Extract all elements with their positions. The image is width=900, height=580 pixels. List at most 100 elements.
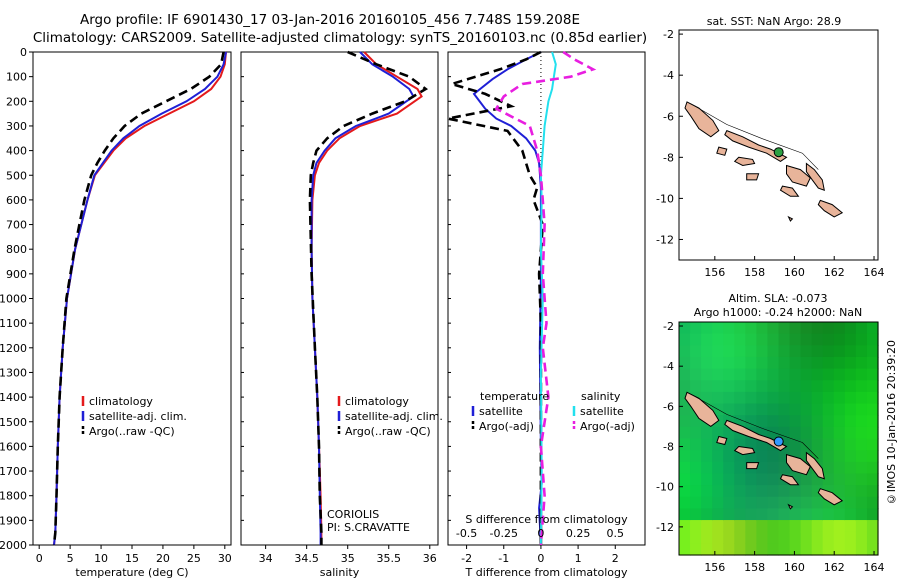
sla-cell (822, 380, 835, 393)
sla-cell (712, 391, 724, 405)
temperature-axis-tick-label: 0 (36, 552, 43, 565)
sla-cell (822, 520, 835, 533)
sla-cell (756, 438, 769, 451)
sla-cell (701, 380, 713, 393)
sla-cell (811, 520, 824, 533)
salinity-axis-tick-label: 35.5 (377, 552, 402, 565)
sla-cell (844, 415, 857, 428)
sla-cell (723, 485, 735, 498)
sla-cell (844, 426, 857, 440)
sla-cell (844, 356, 857, 370)
sla-cell (789, 322, 802, 335)
sla-cell (712, 380, 724, 393)
sla-cell (778, 380, 791, 393)
sla-cell (811, 380, 824, 393)
sla-cell (745, 391, 757, 405)
sla-cell (679, 345, 691, 358)
sla-cell (712, 461, 724, 475)
sla-cell (690, 531, 702, 544)
sla-cell (723, 391, 735, 405)
sla-cell (734, 333, 746, 346)
sla-cell (822, 438, 835, 451)
sla-cell (833, 473, 846, 486)
sla-cell (822, 531, 835, 544)
sla-cell (712, 520, 724, 533)
sla-cell (855, 508, 868, 521)
sla-cell (745, 485, 757, 498)
sla-cell (789, 438, 802, 451)
sla-cell (767, 473, 780, 486)
sla-cell (778, 520, 791, 533)
temperature-diff-legend-label: Argo(-adj) (479, 420, 534, 433)
sla-cell (701, 438, 713, 451)
sst_map-lat-tick-label: -4 (663, 69, 674, 82)
sla-cell (712, 473, 724, 486)
sst_map-lon-tick-label: 164 (864, 266, 885, 279)
sla-cell (690, 473, 702, 486)
sla-cell (800, 368, 813, 381)
sla-cell (712, 543, 724, 556)
sdiff-tick-label: 0 (537, 527, 544, 540)
sla-cell (789, 403, 802, 416)
sla-cell (855, 531, 868, 544)
sla-cell (723, 426, 735, 440)
sla_map-lon-tick-label: 158 (744, 561, 765, 574)
salinity-diff-legend-title: salinity (581, 390, 621, 403)
sla-cell (822, 403, 835, 416)
sla-cell (756, 520, 769, 533)
sla_map-island (786, 453, 811, 476)
sla-cell (844, 508, 857, 521)
sla_map-lon-tick-label: 156 (704, 561, 725, 574)
sla-cell (723, 403, 735, 416)
sla-cell (767, 368, 780, 381)
sla_map-island (779, 474, 800, 486)
sla-cell (822, 391, 835, 405)
sst_map-island (716, 146, 728, 156)
sla-cell (800, 391, 813, 405)
sla_map-island (746, 462, 760, 470)
sla-cell (701, 322, 713, 335)
sla-cell (756, 496, 769, 509)
sla-cell (811, 345, 824, 358)
sst_map-reef-contour (690, 103, 819, 170)
depth-tick-label: 500 (6, 169, 27, 182)
sla-cell (778, 391, 791, 405)
sla-cell (822, 426, 835, 440)
sla-cell (866, 496, 879, 509)
tdiff-axis-tick-label: 0 (537, 552, 544, 565)
sla-cell (701, 426, 713, 440)
sla-cell (778, 345, 791, 358)
sla-cell (811, 508, 824, 521)
sla-cell (712, 333, 724, 346)
sla-cell (844, 438, 857, 451)
sla-cell (855, 403, 868, 416)
sla-cell (855, 391, 868, 405)
sla-cell (723, 356, 735, 370)
sla-cell (822, 322, 835, 335)
differences-series-3 (494, 50, 597, 546)
sla-cell (767, 508, 780, 521)
sla-cell (756, 485, 769, 498)
temperature-axis-tick-label: 25 (187, 552, 201, 565)
sla-cell (734, 508, 746, 521)
sla-cell (679, 485, 691, 498)
sla-cell (778, 426, 791, 440)
sla-cell (855, 426, 868, 440)
sst_map-island (733, 156, 756, 167)
sla-cell (833, 438, 846, 451)
sla-cell (679, 531, 691, 544)
sla-cell (745, 520, 757, 533)
sla-cell (690, 485, 702, 498)
sla-cell (745, 508, 757, 521)
sla-cell (701, 473, 713, 486)
sla-cell (844, 461, 857, 475)
sla-cell (701, 356, 713, 370)
sla-cell (723, 496, 735, 509)
sla-cell (789, 473, 802, 486)
sla-cell (745, 543, 757, 556)
sla-cell (712, 356, 724, 370)
sla-cell (723, 531, 735, 544)
sla-cell (723, 450, 735, 463)
sla-cell (690, 438, 702, 451)
